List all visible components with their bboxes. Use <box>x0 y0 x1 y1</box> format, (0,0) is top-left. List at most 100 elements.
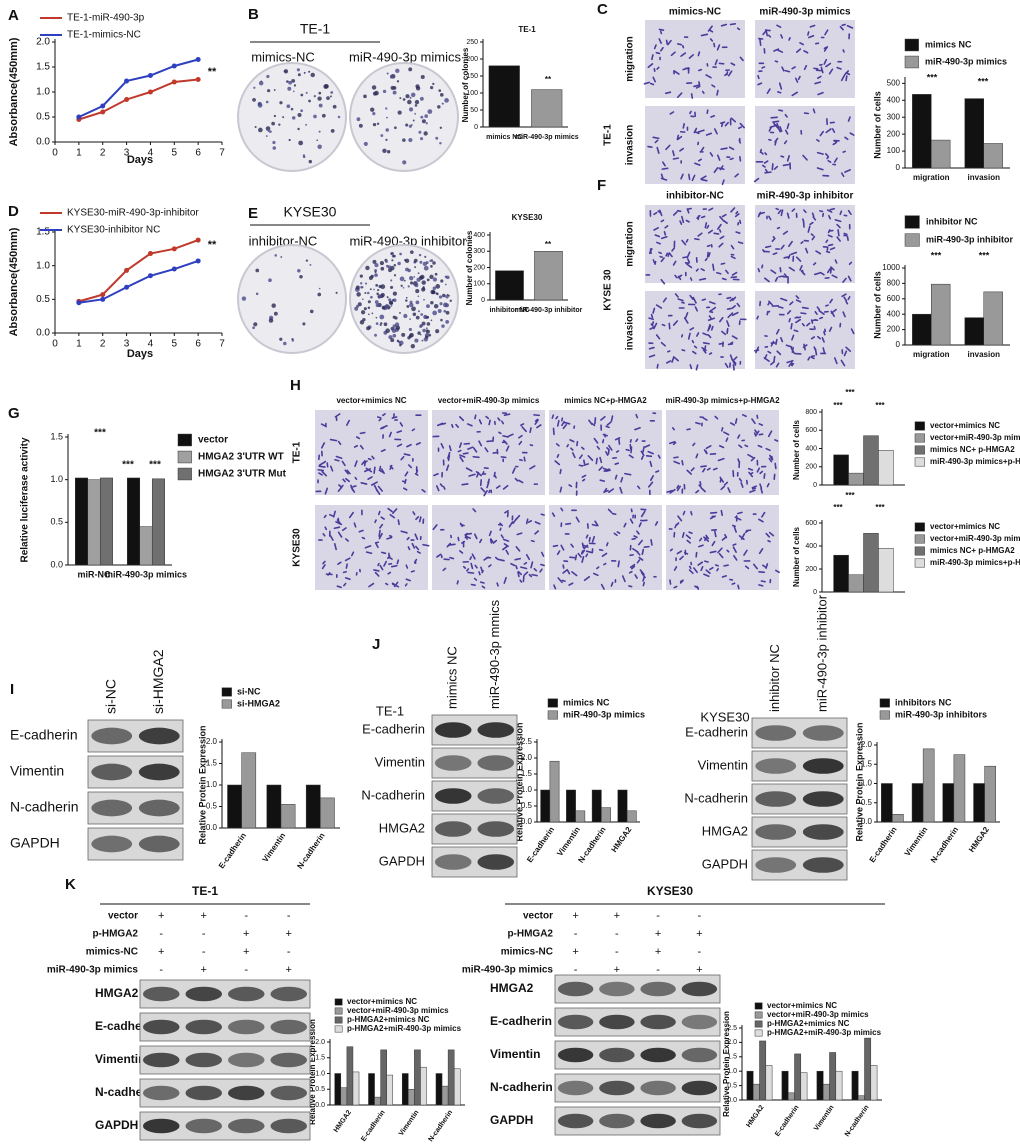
significance: ** <box>208 66 217 78</box>
cell <box>673 460 681 465</box>
y-tick-label: 200 <box>805 566 817 573</box>
colony <box>370 295 373 299</box>
cell <box>770 455 774 461</box>
y-tick-label: 1.0 <box>727 1068 737 1075</box>
colony <box>400 284 403 287</box>
cell <box>846 235 849 241</box>
cell <box>728 146 735 151</box>
y-tick-label: 0.0 <box>36 328 50 339</box>
cell <box>785 344 793 348</box>
cell <box>508 433 514 437</box>
cell <box>344 469 349 475</box>
colony <box>317 292 322 297</box>
cell <box>459 456 464 463</box>
legend-swatch <box>177 433 192 447</box>
cell <box>377 485 383 492</box>
cell <box>730 255 736 260</box>
legend-label: vector+miR-490-3p mimics <box>930 534 1020 543</box>
colony <box>411 306 416 312</box>
cell <box>662 161 666 167</box>
cell <box>706 244 711 248</box>
colony <box>363 141 368 146</box>
cell <box>780 244 785 250</box>
cell <box>484 447 489 453</box>
column-label: si-HMGA2 <box>150 649 166 714</box>
data-point <box>195 237 201 243</box>
blot-band <box>599 1014 635 1030</box>
y-tick-label: 0 <box>481 297 485 304</box>
cell <box>643 545 650 548</box>
colony <box>393 263 397 267</box>
cell <box>683 317 689 324</box>
cell <box>679 555 684 561</box>
cell <box>771 163 774 171</box>
cell <box>782 163 790 167</box>
bar <box>973 783 985 823</box>
cell <box>845 75 848 82</box>
x-tick-label: 3 <box>124 339 130 350</box>
condition-sign: + <box>655 946 661 958</box>
cell <box>747 453 754 459</box>
cell <box>843 70 850 76</box>
cell <box>664 91 672 95</box>
blot-band <box>557 1014 594 1030</box>
cell <box>737 458 740 463</box>
cell <box>676 134 680 141</box>
legend-label: mimics NC <box>925 39 972 49</box>
significance: *** <box>833 401 843 410</box>
bar <box>942 783 955 823</box>
row-label: N-cadherin <box>490 1080 553 1094</box>
cell <box>569 439 575 443</box>
cell <box>386 536 393 540</box>
bar <box>601 807 611 823</box>
cell <box>479 538 483 544</box>
blot-band <box>755 857 797 873</box>
cell <box>451 423 454 428</box>
micrograph <box>315 410 428 495</box>
cell <box>788 362 792 368</box>
cell <box>836 66 842 70</box>
y-tick-label: 2.0 <box>521 753 533 762</box>
cell <box>379 564 384 571</box>
colony <box>415 300 420 305</box>
condition-sign: + <box>614 910 620 922</box>
blot-band <box>640 1014 676 1030</box>
colony <box>313 94 317 98</box>
bar <box>835 1070 843 1101</box>
cell <box>459 416 465 422</box>
cell <box>687 332 691 340</box>
cell <box>811 212 815 218</box>
cell <box>649 475 654 481</box>
colony <box>283 69 289 74</box>
x-tick-label: Vimentin <box>903 825 930 858</box>
cell <box>737 241 744 245</box>
cell <box>697 158 702 162</box>
colony <box>430 85 434 90</box>
condition-sign: - <box>202 946 206 958</box>
cell <box>764 245 772 249</box>
cell <box>840 172 845 178</box>
cell <box>850 328 855 335</box>
cell <box>464 533 468 540</box>
cell <box>629 438 632 443</box>
cell <box>635 438 639 443</box>
cell <box>758 548 764 555</box>
cell <box>344 577 351 581</box>
cell <box>780 155 785 158</box>
colony <box>385 128 389 132</box>
blot-band <box>640 981 676 997</box>
cell <box>757 268 761 273</box>
colony <box>321 113 326 118</box>
micrograph <box>666 505 779 590</box>
legend-swatch <box>914 546 925 556</box>
cell <box>660 341 666 347</box>
colony <box>300 109 304 113</box>
cell <box>554 460 561 466</box>
row-label: Vimentin <box>10 763 64 779</box>
cell <box>711 84 716 88</box>
colony <box>380 134 384 137</box>
cell <box>752 563 759 570</box>
condition-sign: + <box>243 946 249 958</box>
bar <box>752 1083 760 1101</box>
